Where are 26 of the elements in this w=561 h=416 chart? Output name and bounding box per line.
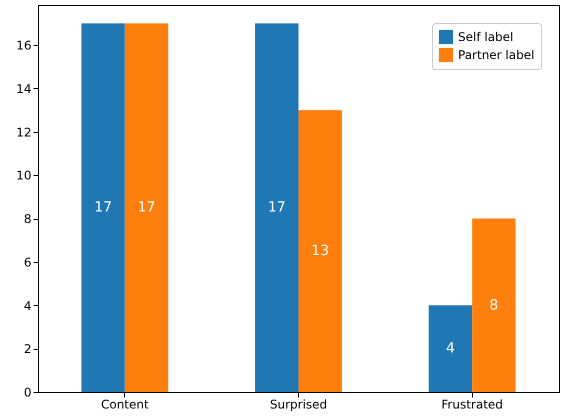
y-tick-label: 2 — [24, 342, 32, 356]
y-tick-label: 4 — [24, 298, 32, 313]
bar — [81, 23, 125, 392]
data-label: 4 — [446, 340, 455, 357]
y-tick-label: 8 — [24, 212, 32, 226]
bar — [255, 23, 298, 392]
x-tick-label: Content — [100, 398, 149, 412]
y-tick-label: 14 — [16, 82, 32, 96]
y-tick-label: 6 — [24, 255, 32, 270]
y-tick-label: 10 — [16, 168, 32, 183]
bar — [124, 23, 168, 392]
data-label: 17 — [138, 200, 156, 216]
y-tick-label: 0 — [24, 386, 32, 400]
y-tick-label: 16 — [16, 38, 32, 53]
data-label: 17 — [268, 200, 286, 216]
data-label: 13 — [311, 243, 330, 260]
x-tick-label: Surprised — [270, 398, 328, 412]
legend-label: Partner label — [458, 48, 534, 62]
data-label: 17 — [94, 200, 112, 216]
bar — [428, 305, 472, 392]
bar — [298, 110, 342, 392]
bar — [472, 218, 516, 392]
y-tick-label: 12 — [16, 125, 32, 140]
x-tick-label: Frustrated — [441, 398, 503, 412]
legend-label: Self label — [458, 30, 514, 44]
data-label: 8 — [489, 297, 498, 314]
